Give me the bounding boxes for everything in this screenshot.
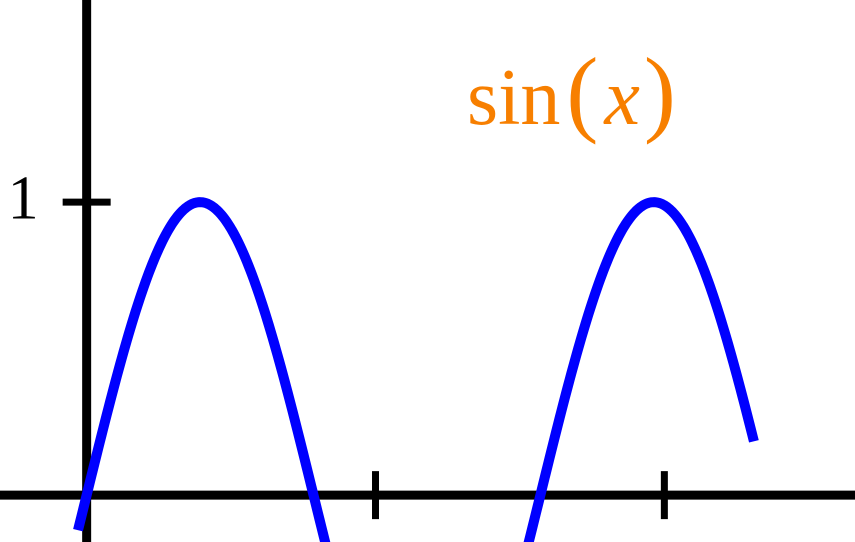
variable-name: x — [603, 54, 640, 142]
open-paren: ( — [566, 38, 598, 145]
y-tick-label-1: 1 — [8, 164, 39, 232]
close-paren: ) — [644, 38, 676, 145]
function-name: sin — [467, 54, 560, 142]
series-line-1 — [73, 197, 759, 542]
ticks: 1 — [8, 164, 668, 520]
annotations: sin(x) — [467, 38, 676, 145]
series — [73, 197, 759, 542]
function-label: sin(x) — [467, 38, 676, 145]
